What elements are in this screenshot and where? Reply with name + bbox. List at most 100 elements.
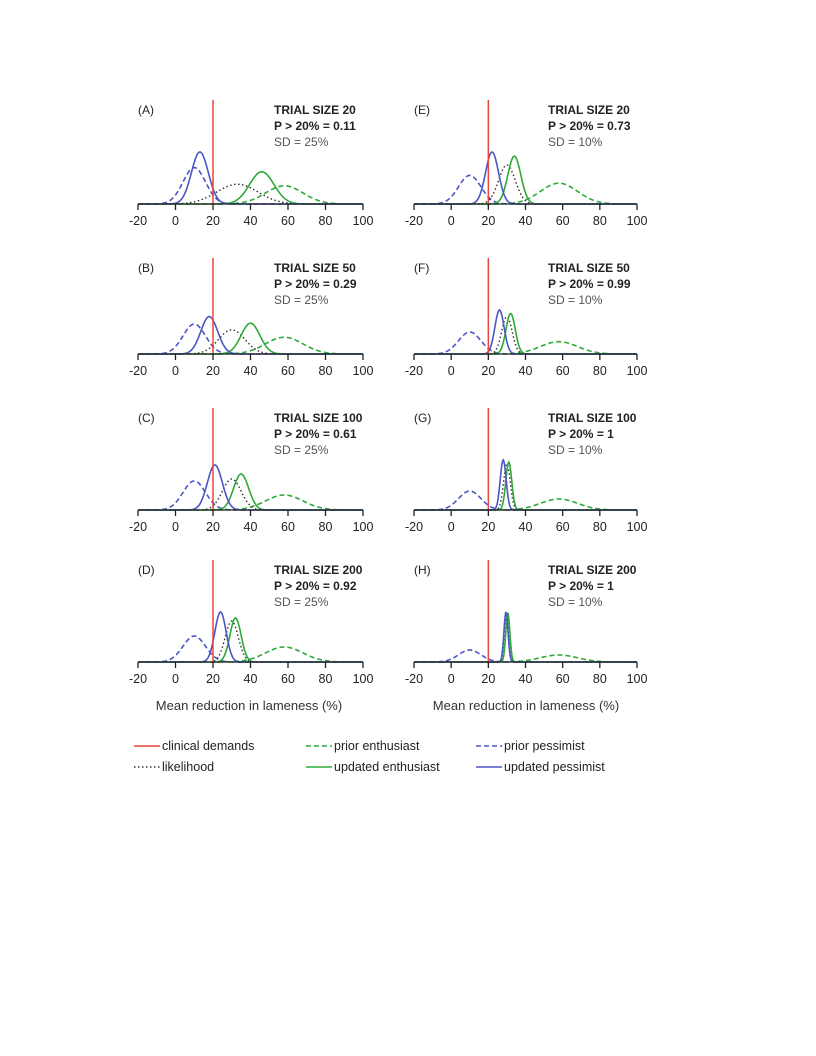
curve-likelihood: [138, 183, 363, 205]
x-tick-label: 20: [481, 214, 495, 228]
panel-b: (B) TRIAL SIZE 50 P > 20% = 0.29 SD = 25% -2…: [129, 258, 374, 378]
x-tick-label: 60: [556, 672, 570, 686]
x-tick-label: 20: [481, 672, 495, 686]
curve-prior-enthusiast: [138, 646, 363, 663]
legend-label: prior pessimist: [504, 739, 585, 753]
x-tick-label: 40: [244, 672, 258, 686]
x-tick-label: 100: [627, 364, 648, 378]
probability-label: P > 20% = 0.11: [274, 119, 356, 133]
x-tick-label: 0: [172, 364, 179, 378]
x-tick-label: 100: [627, 672, 648, 686]
x-tick-label: 100: [353, 214, 374, 228]
curve-updated-pessimist: [414, 458, 637, 511]
trial-size-label: TRIAL SIZE 20: [548, 103, 630, 117]
panel-label: (C): [138, 411, 155, 425]
curve-likelihood: [414, 462, 637, 511]
curve-updated-pessimist: [138, 611, 363, 663]
x-tick-label: 40: [244, 214, 258, 228]
probability-label: P > 20% = 0.61: [274, 427, 357, 441]
sd-label: SD = 25%: [274, 293, 329, 307]
x-axis-label-right: Mean reduction in lameness (%): [433, 698, 619, 713]
curve-prior-pessimist: [138, 323, 363, 355]
curve-updated-pessimist: [138, 315, 363, 355]
curve-prior-enthusiast: [138, 184, 363, 205]
panel-c: (C) TRIAL SIZE 100 P > 20% = 0.61 SD = 25% -…: [129, 408, 373, 534]
sd-label: SD = 10%: [548, 293, 603, 307]
x-tick-label: -20: [129, 520, 147, 534]
sd-label: SD = 25%: [274, 135, 329, 149]
curve-updated-pessimist: [138, 151, 363, 205]
x-tick-label: 100: [353, 364, 374, 378]
x-tick-label: 80: [319, 214, 333, 228]
curve-likelihood: [138, 620, 363, 663]
x-tick-label: 100: [353, 672, 374, 686]
x-tick-label: 0: [172, 520, 179, 534]
x-tick-label: 20: [481, 364, 495, 378]
x-tick-label: 60: [281, 364, 295, 378]
x-tick-label: 0: [448, 364, 455, 378]
x-tick-label: 80: [593, 520, 607, 534]
panel-label: (D): [138, 563, 155, 577]
curve-updated-pessimist: [138, 464, 363, 511]
curve-updated-enthusiast: [414, 612, 637, 663]
legend-item-updated-pessimist: updated pessimist: [476, 760, 605, 774]
x-tick-label: 80: [593, 214, 607, 228]
legend-item-prior-pessimist: prior pessimist: [476, 739, 585, 753]
legend-label: likelihood: [162, 760, 214, 774]
x-tick-label: -20: [129, 214, 147, 228]
x-tick-label: 60: [281, 214, 295, 228]
legend: clinical demands prior enthusiast prior pe…: [134, 739, 605, 774]
legend-label: updated pessimist: [504, 760, 605, 774]
x-tick-label: 80: [593, 672, 607, 686]
x-tick-label: 0: [172, 214, 179, 228]
panel-a: (A) TRIAL SIZE 20 P > 20% = 0.11 SD = 25% -2…: [129, 100, 374, 228]
panel-g: (G) TRIAL SIZE 100 P > 20% = 1 SD = 10% -20 0…: [405, 408, 648, 534]
x-tick-label: 60: [556, 520, 570, 534]
x-tick-label: 80: [593, 364, 607, 378]
x-tick-label: 20: [206, 672, 220, 686]
probability-label: P > 20% = 1: [548, 579, 614, 593]
trial-size-label: TRIAL SIZE 200: [548, 563, 637, 577]
x-tick-label: 100: [627, 520, 648, 534]
sd-label: SD = 25%: [274, 443, 329, 457]
x-tick-label: -20: [129, 364, 147, 378]
x-tick-label: 100: [627, 214, 648, 228]
curve-updated-enthusiast: [138, 473, 363, 511]
x-tick-label: 20: [481, 520, 495, 534]
x-tick-label: 60: [281, 672, 295, 686]
x-tick-label: 40: [519, 214, 533, 228]
x-tick-label: 40: [244, 520, 258, 534]
x-tick-label: 60: [556, 214, 570, 228]
legend-item-updated-enthusiast: updated enthusiast: [306, 760, 440, 774]
x-tick-label: 20: [206, 520, 220, 534]
probability-label: P > 20% = 0.29: [274, 277, 357, 291]
x-tick-label: 0: [448, 520, 455, 534]
x-tick-label: -20: [405, 520, 423, 534]
trial-size-label: TRIAL SIZE 100: [274, 411, 363, 425]
x-axis-label-left: Mean reduction in lameness (%): [156, 698, 342, 713]
x-tick-label: 0: [448, 672, 455, 686]
x-tick-label: -20: [405, 214, 423, 228]
x-tick-label: 20: [206, 364, 220, 378]
legend-label: updated enthusiast: [334, 760, 440, 774]
probability-label: P > 20% = 0.99: [548, 277, 631, 291]
x-tick-label: 40: [244, 364, 258, 378]
legend-item-prior-enthusiast: prior enthusiast: [306, 739, 420, 753]
trial-size-label: TRIAL SIZE 20: [274, 103, 356, 117]
probability-label: P > 20% = 1: [548, 427, 614, 441]
curve-updated-pessimist: [414, 309, 637, 355]
curve-updated-enthusiast: [138, 617, 363, 663]
probability-label: P > 20% = 0.73: [548, 119, 631, 133]
x-tick-label: -20: [405, 672, 423, 686]
panel-label: (B): [138, 261, 154, 275]
x-tick-label: 40: [519, 520, 533, 534]
curve-prior-pessimist: [414, 649, 637, 663]
panel-d: (D) TRIAL SIZE 200 P > 20% = 0.92 SD = 25% -…: [129, 560, 374, 686]
x-tick-label: 80: [319, 672, 333, 686]
x-tick-label: 0: [172, 672, 179, 686]
trial-size-label: TRIAL SIZE 50: [274, 261, 356, 275]
x-tick-label: 60: [281, 520, 295, 534]
probability-label: P > 20% = 0.92: [274, 579, 357, 593]
panel-label: (E): [414, 103, 430, 117]
curve-likelihood: [414, 164, 637, 205]
